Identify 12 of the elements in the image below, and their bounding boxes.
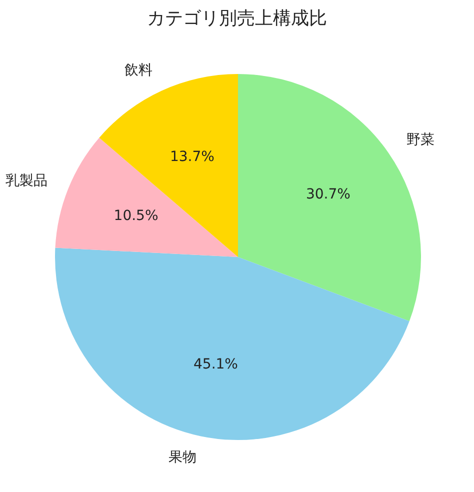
slice-label: 乳製品 <box>6 172 48 189</box>
data-label: 30.7% <box>306 186 350 202</box>
slice-label: 飲料 <box>124 62 152 79</box>
pie-slice <box>55 138 238 257</box>
data-label: 10.5% <box>114 208 158 224</box>
slice-label: 野菜 <box>406 132 434 148</box>
pie-slice <box>238 74 421 322</box>
data-label: 13.7% <box>170 149 214 166</box>
chart-title: カテゴリ別売上構成比 <box>147 8 327 29</box>
data-label: 45.1% <box>193 356 238 372</box>
pie-slice <box>55 248 410 440</box>
slice-label: 果物 <box>168 450 196 466</box>
